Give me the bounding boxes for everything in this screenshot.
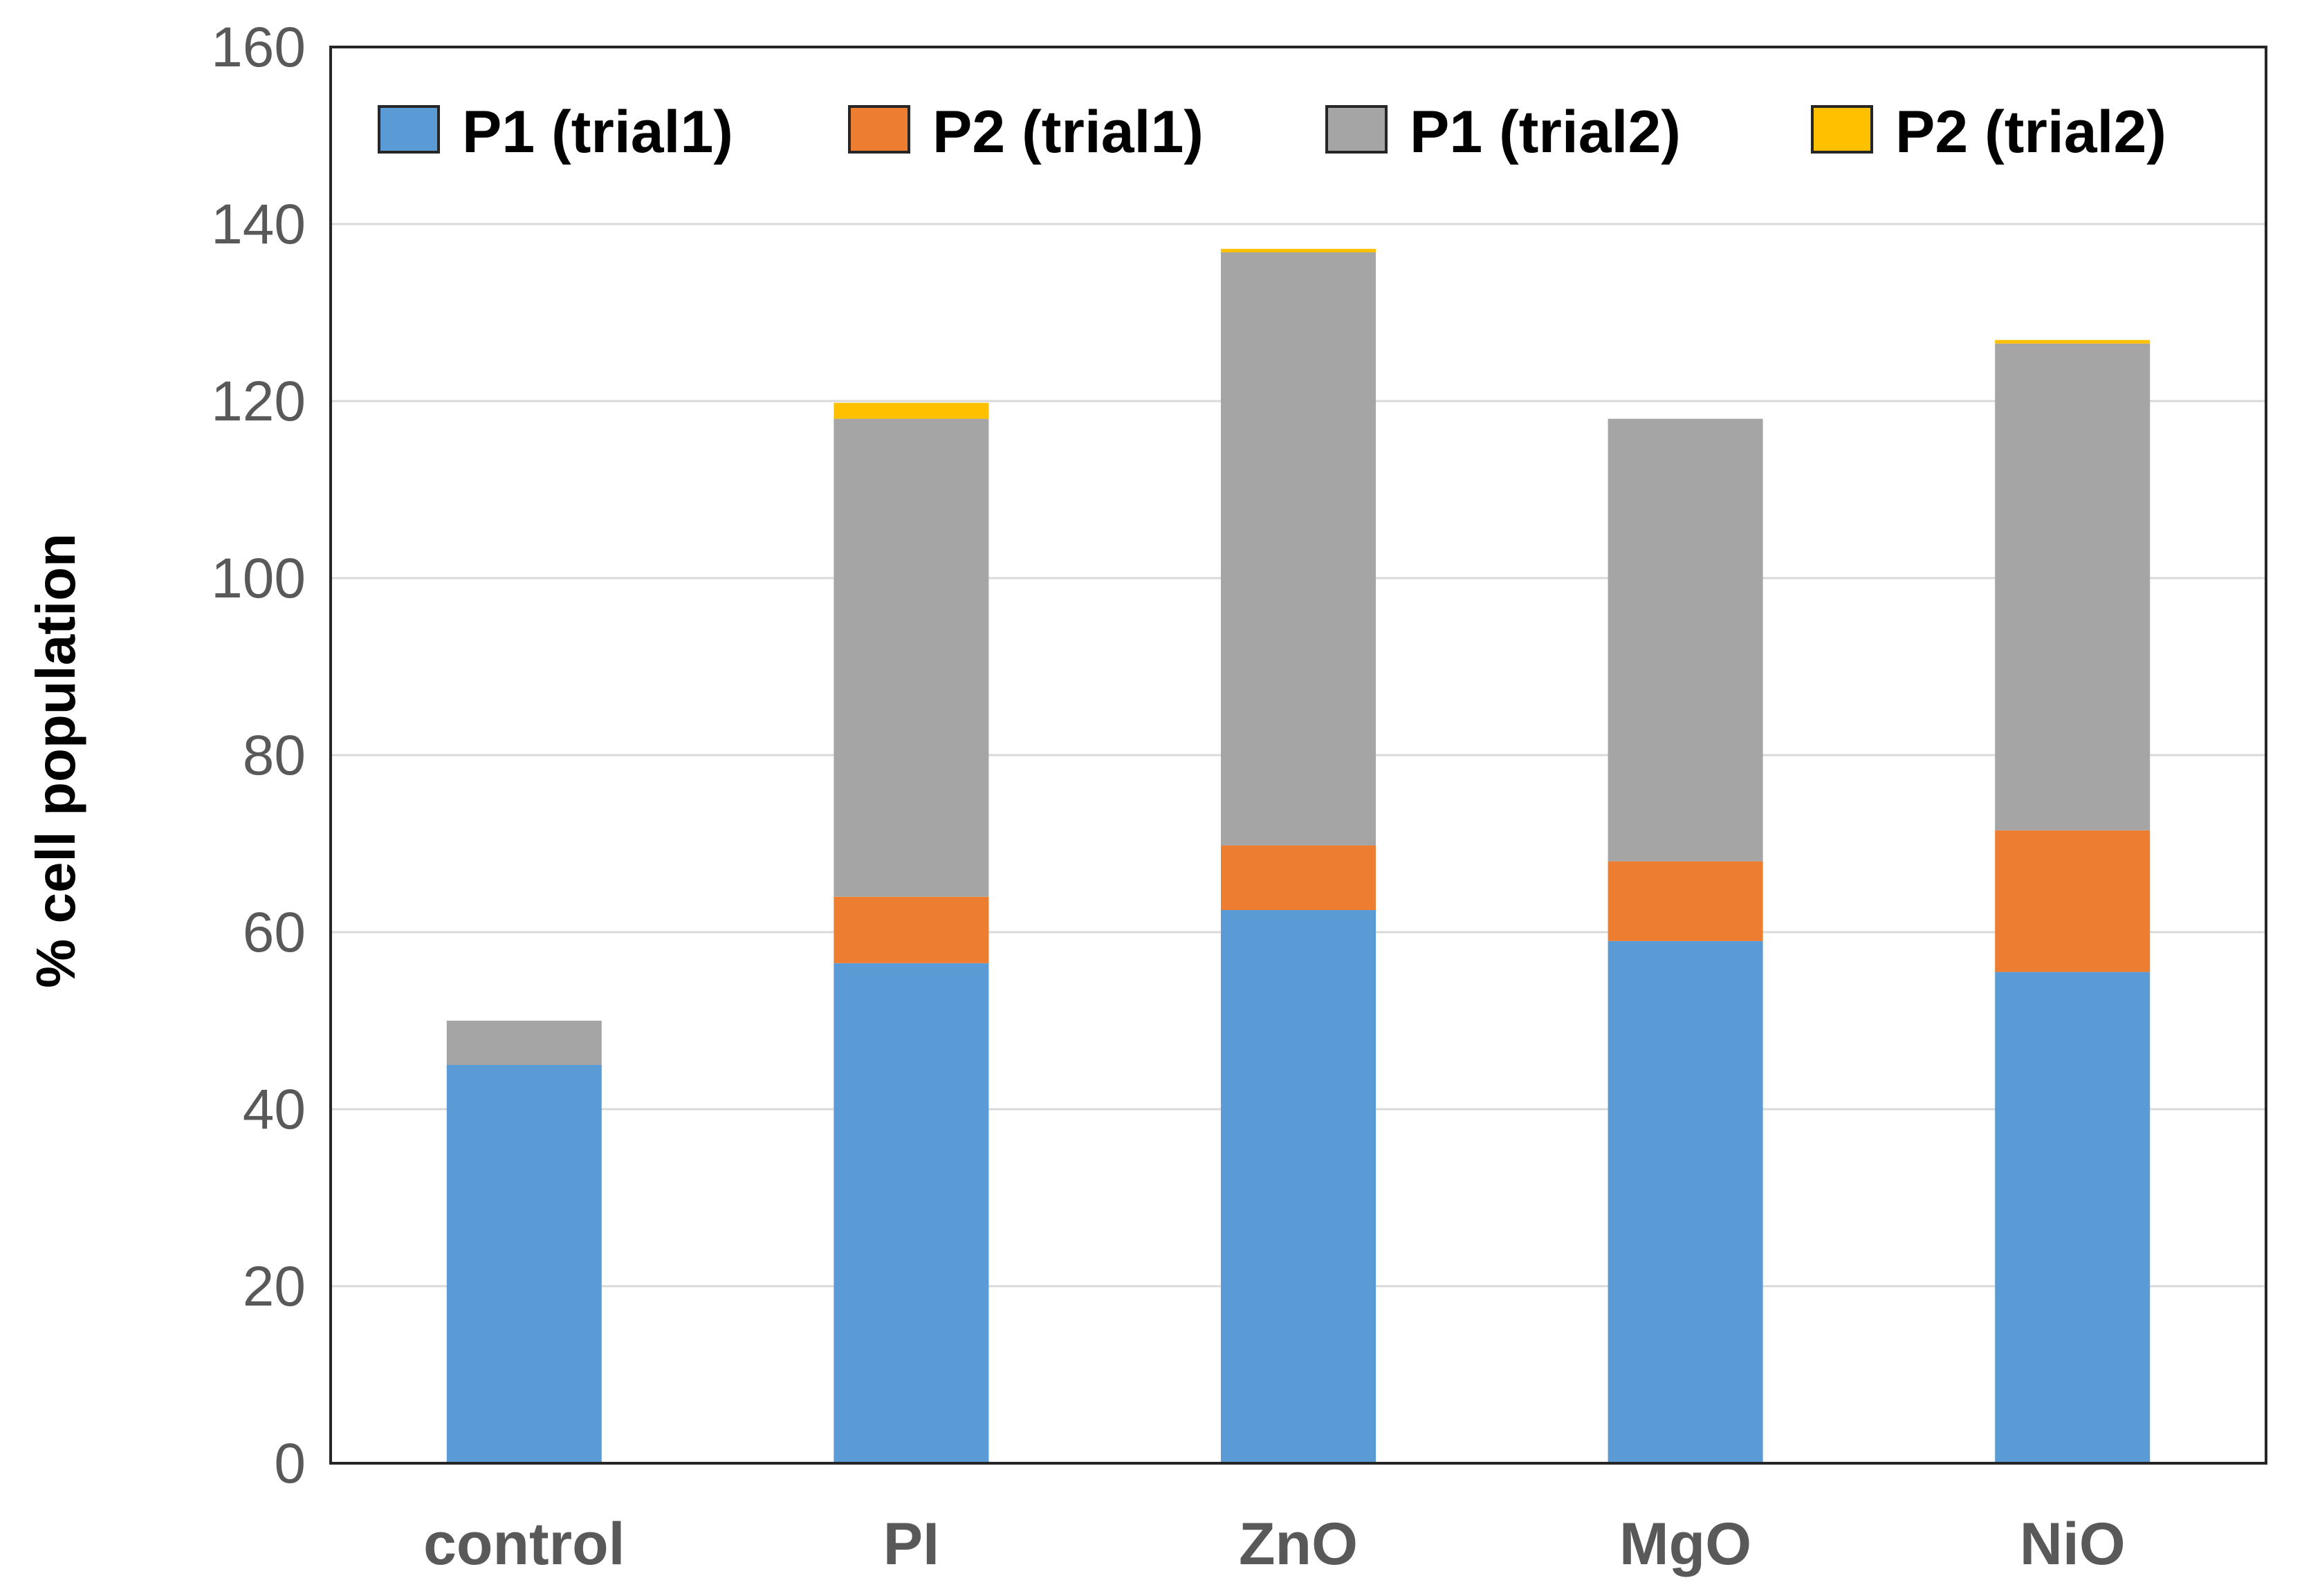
bar-segment-pi-series-4: [834, 402, 989, 419]
bar-segment-nio-series-3: [1995, 343, 2151, 831]
legend-label: P1 (trial2): [1410, 99, 1681, 165]
plot-area-frame: [329, 46, 2267, 1465]
y-axis-title: % cell population: [25, 533, 86, 988]
bar-segment-pi-series-3: [834, 418, 989, 897]
legend-label: P2 (trial1): [932, 99, 1204, 165]
legend-swatch: [1325, 105, 1388, 154]
bar-segment-zno-series-4: [1221, 248, 1376, 252]
bar-segment-nio-series-4: [1995, 340, 2151, 344]
y-tick-label: 20: [243, 1255, 306, 1318]
x-category-label: NiO: [2020, 1511, 2126, 1577]
bar-segment-mgo-series-3: [1608, 418, 1763, 862]
legend-swatch: [378, 105, 440, 154]
bar-segment-mgo-series-2: [1608, 861, 1763, 941]
y-tick-label: 80: [243, 724, 306, 787]
bar-segment-nio-series-1: [1995, 972, 2151, 1463]
y-tick-label: 160: [211, 16, 306, 79]
y-tick-label: 40: [243, 1078, 306, 1141]
bar-segment-zno-series-2: [1221, 845, 1376, 910]
y-tick-label: 120: [211, 370, 306, 433]
legend-label: P1 (trial1): [462, 99, 733, 165]
x-category-label: control: [423, 1511, 625, 1577]
bar-segment-mgo-series-1: [1608, 940, 1763, 1463]
x-category-label: PI: [883, 1511, 939, 1577]
bar-segment-pi-series-2: [834, 896, 989, 963]
y-tick-label: 100: [211, 547, 306, 610]
legend: P1 (trial1) P2 (trial1) P1 (trial2) P2 (tri…: [378, 99, 2166, 165]
bar-segment-zno-series-1: [1221, 910, 1376, 1463]
y-axis-ticks: 0 20 40 60 80 100 120 140 160: [211, 16, 306, 1495]
bar-segment-nio-series-2: [1995, 830, 2151, 972]
x-category-label: MgO: [1619, 1511, 1751, 1577]
bars: [446, 248, 2151, 1463]
x-axis-categories: control PI ZnO MgO NiO: [423, 1511, 2126, 1577]
bar-segment-control-series-3: [446, 1021, 602, 1065]
y-tick-label: 60: [243, 901, 306, 964]
legend-label: P2 (trial2): [1895, 99, 2166, 165]
y-tick-label: 0: [274, 1432, 306, 1495]
bar-segment-zno-series-3: [1221, 252, 1376, 846]
bar-segment-pi-series-1: [834, 963, 989, 1463]
bar-segment-control-series-1: [446, 1065, 602, 1463]
legend-swatch: [848, 105, 910, 154]
legend-swatch: [1811, 105, 1873, 154]
x-category-label: ZnO: [1239, 1511, 1358, 1577]
y-tick-label: 140: [211, 193, 306, 256]
